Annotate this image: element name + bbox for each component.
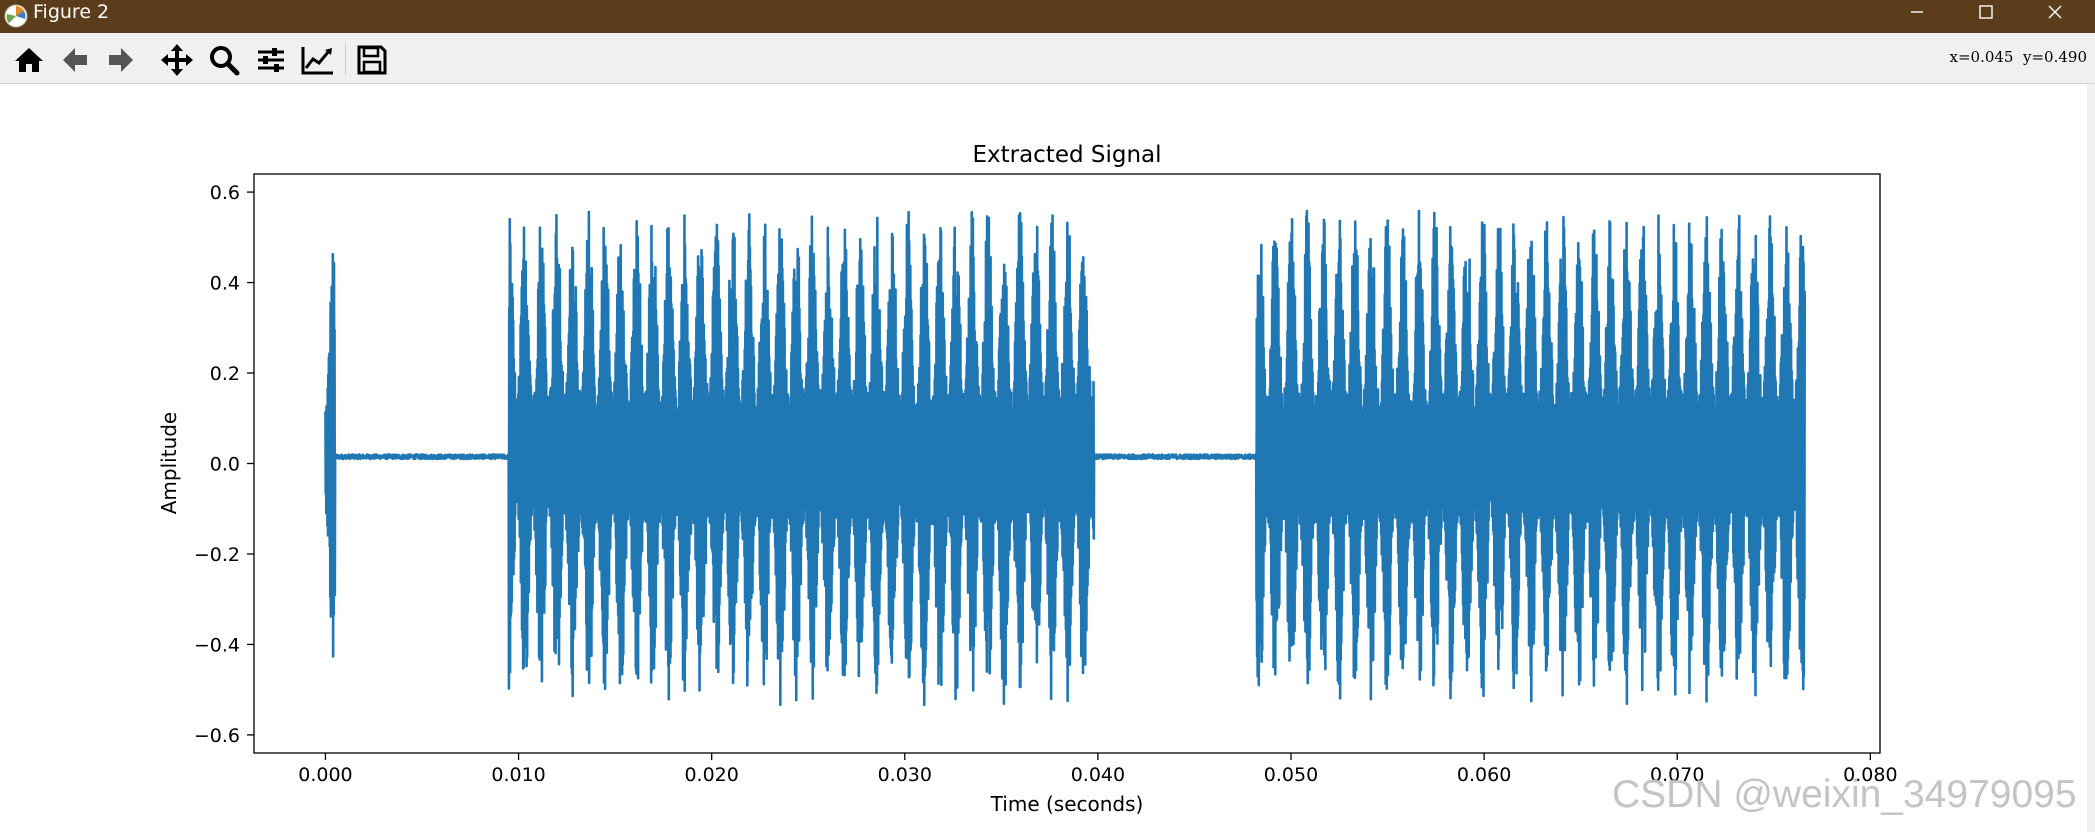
x-tick-label: 0.070 — [1650, 764, 1704, 786]
y-tick-label: −0.4 — [194, 634, 240, 656]
maximize-button[interactable] — [1953, 0, 2019, 24]
x-tick-label: 0.020 — [684, 764, 738, 786]
y-axis-label: Amplitude — [157, 412, 181, 515]
configure-subplots-icon — [258, 48, 284, 72]
back-icon — [63, 48, 87, 72]
y-tick-label: 0.2 — [210, 363, 240, 385]
home-button[interactable] — [10, 41, 48, 79]
forward-icon — [109, 48, 133, 72]
toolbar-separator — [345, 43, 346, 75]
y-axis-ticks: −0.6 −0.4 −0.2 0.0 0.2 0.4 0.6 — [194, 182, 254, 747]
cursor-coordinates: x=0.045 y=0.490 — [1949, 48, 2088, 66]
window-title: Figure 2 — [33, 1, 110, 23]
chart-title: Extracted Signal — [972, 142, 1161, 168]
edit-axis-button[interactable] — [298, 41, 336, 79]
minimize-icon — [1911, 11, 1923, 13]
y-tick-label: 0.6 — [210, 182, 240, 204]
x-tick-label: 0.000 — [298, 764, 352, 786]
x-axis-ticks: 0.000 0.010 0.020 0.030 0.040 0.050 0.060 0.070… — [298, 753, 1898, 786]
close-icon — [2048, 5, 2062, 19]
minimize-button[interactable] — [1884, 0, 1950, 24]
matplotlib-logo-icon — [4, 4, 28, 28]
x-axis-label: Time (seconds) — [990, 792, 1144, 816]
vertical-scrollbar[interactable] — [2087, 84, 2095, 832]
configure-subplots-button[interactable] — [252, 41, 290, 79]
x-tick-label: 0.040 — [1071, 764, 1125, 786]
watermark: CSDN @weixin_34979095 — [1612, 773, 2077, 816]
home-icon — [15, 48, 43, 72]
navigation-toolbar: x=0.045 y=0.490 — [0, 33, 2095, 84]
x-tick-label: 0.060 — [1457, 764, 1511, 786]
x-tick-label: 0.080 — [1843, 764, 1897, 786]
zoom-button[interactable] — [205, 41, 243, 79]
x-tick-label: 0.010 — [491, 764, 545, 786]
figure-canvas: 0.000 0.010 0.020 0.030 0.040 0.050 0.060 0.070… — [157, 142, 1898, 816]
y-tick-label: 0.4 — [210, 273, 240, 295]
title-bar: Figure 2 — [0, 0, 2095, 33]
forward-button[interactable] — [102, 41, 140, 79]
x-tick-label: 0.030 — [878, 764, 932, 786]
maximize-icon — [1979, 5, 1993, 19]
zoom-icon — [210, 46, 240, 76]
close-button[interactable] — [2022, 0, 2088, 24]
y-tick-label: −0.2 — [194, 544, 240, 566]
signal-plot — [324, 209, 1806, 707]
y-tick-label: −0.6 — [194, 725, 240, 747]
y-tick-label: 0.0 — [210, 454, 240, 476]
x-tick-label: 0.050 — [1264, 764, 1318, 786]
edit-axis-icon — [301, 47, 333, 75]
pan-icon — [161, 44, 193, 76]
back-button[interactable] — [56, 41, 94, 79]
signal-series-line — [324, 209, 1806, 707]
save-icon — [357, 45, 387, 75]
save-button[interactable] — [353, 41, 391, 79]
pan-button[interactable] — [158, 41, 196, 79]
